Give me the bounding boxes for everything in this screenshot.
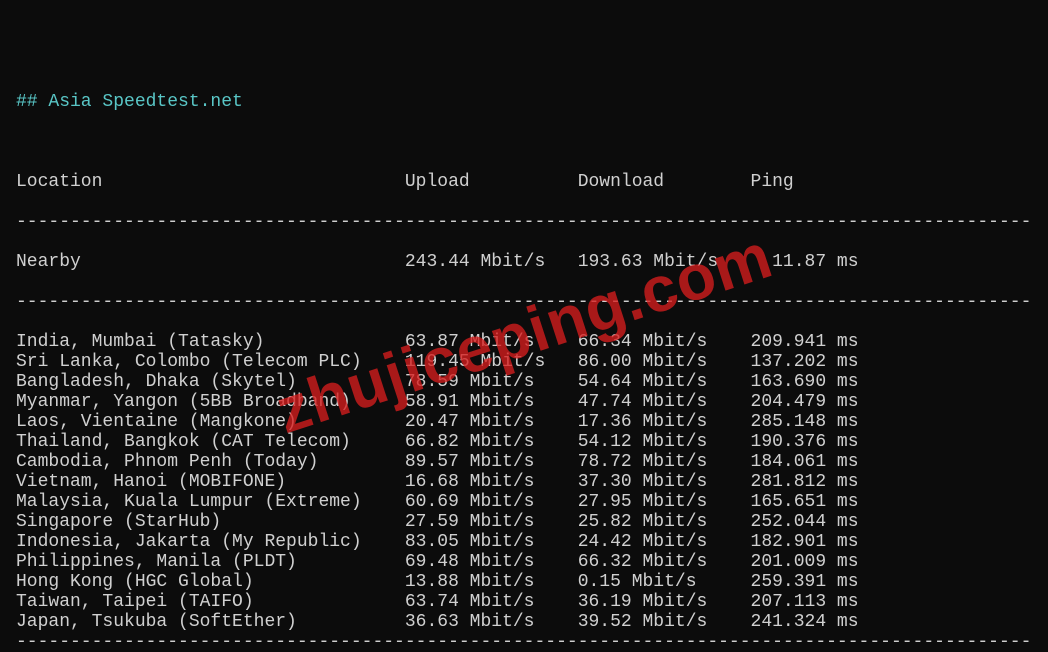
divider: ----------------------------------------… (16, 212, 1031, 232)
nearby-row: Nearby 243.44 Mbit/s 193.63 Mbit/s 11.87… (16, 252, 859, 272)
results-body: India, Mumbai (Tatasky) 63.87 Mbit/s 66.… (16, 332, 859, 632)
header-row: Location Upload Download Ping (16, 172, 794, 192)
section-title: ## Asia Speedtest.net (16, 92, 243, 112)
divider: ----------------------------------------… (16, 632, 1031, 652)
divider: ----------------------------------------… (16, 292, 1031, 312)
